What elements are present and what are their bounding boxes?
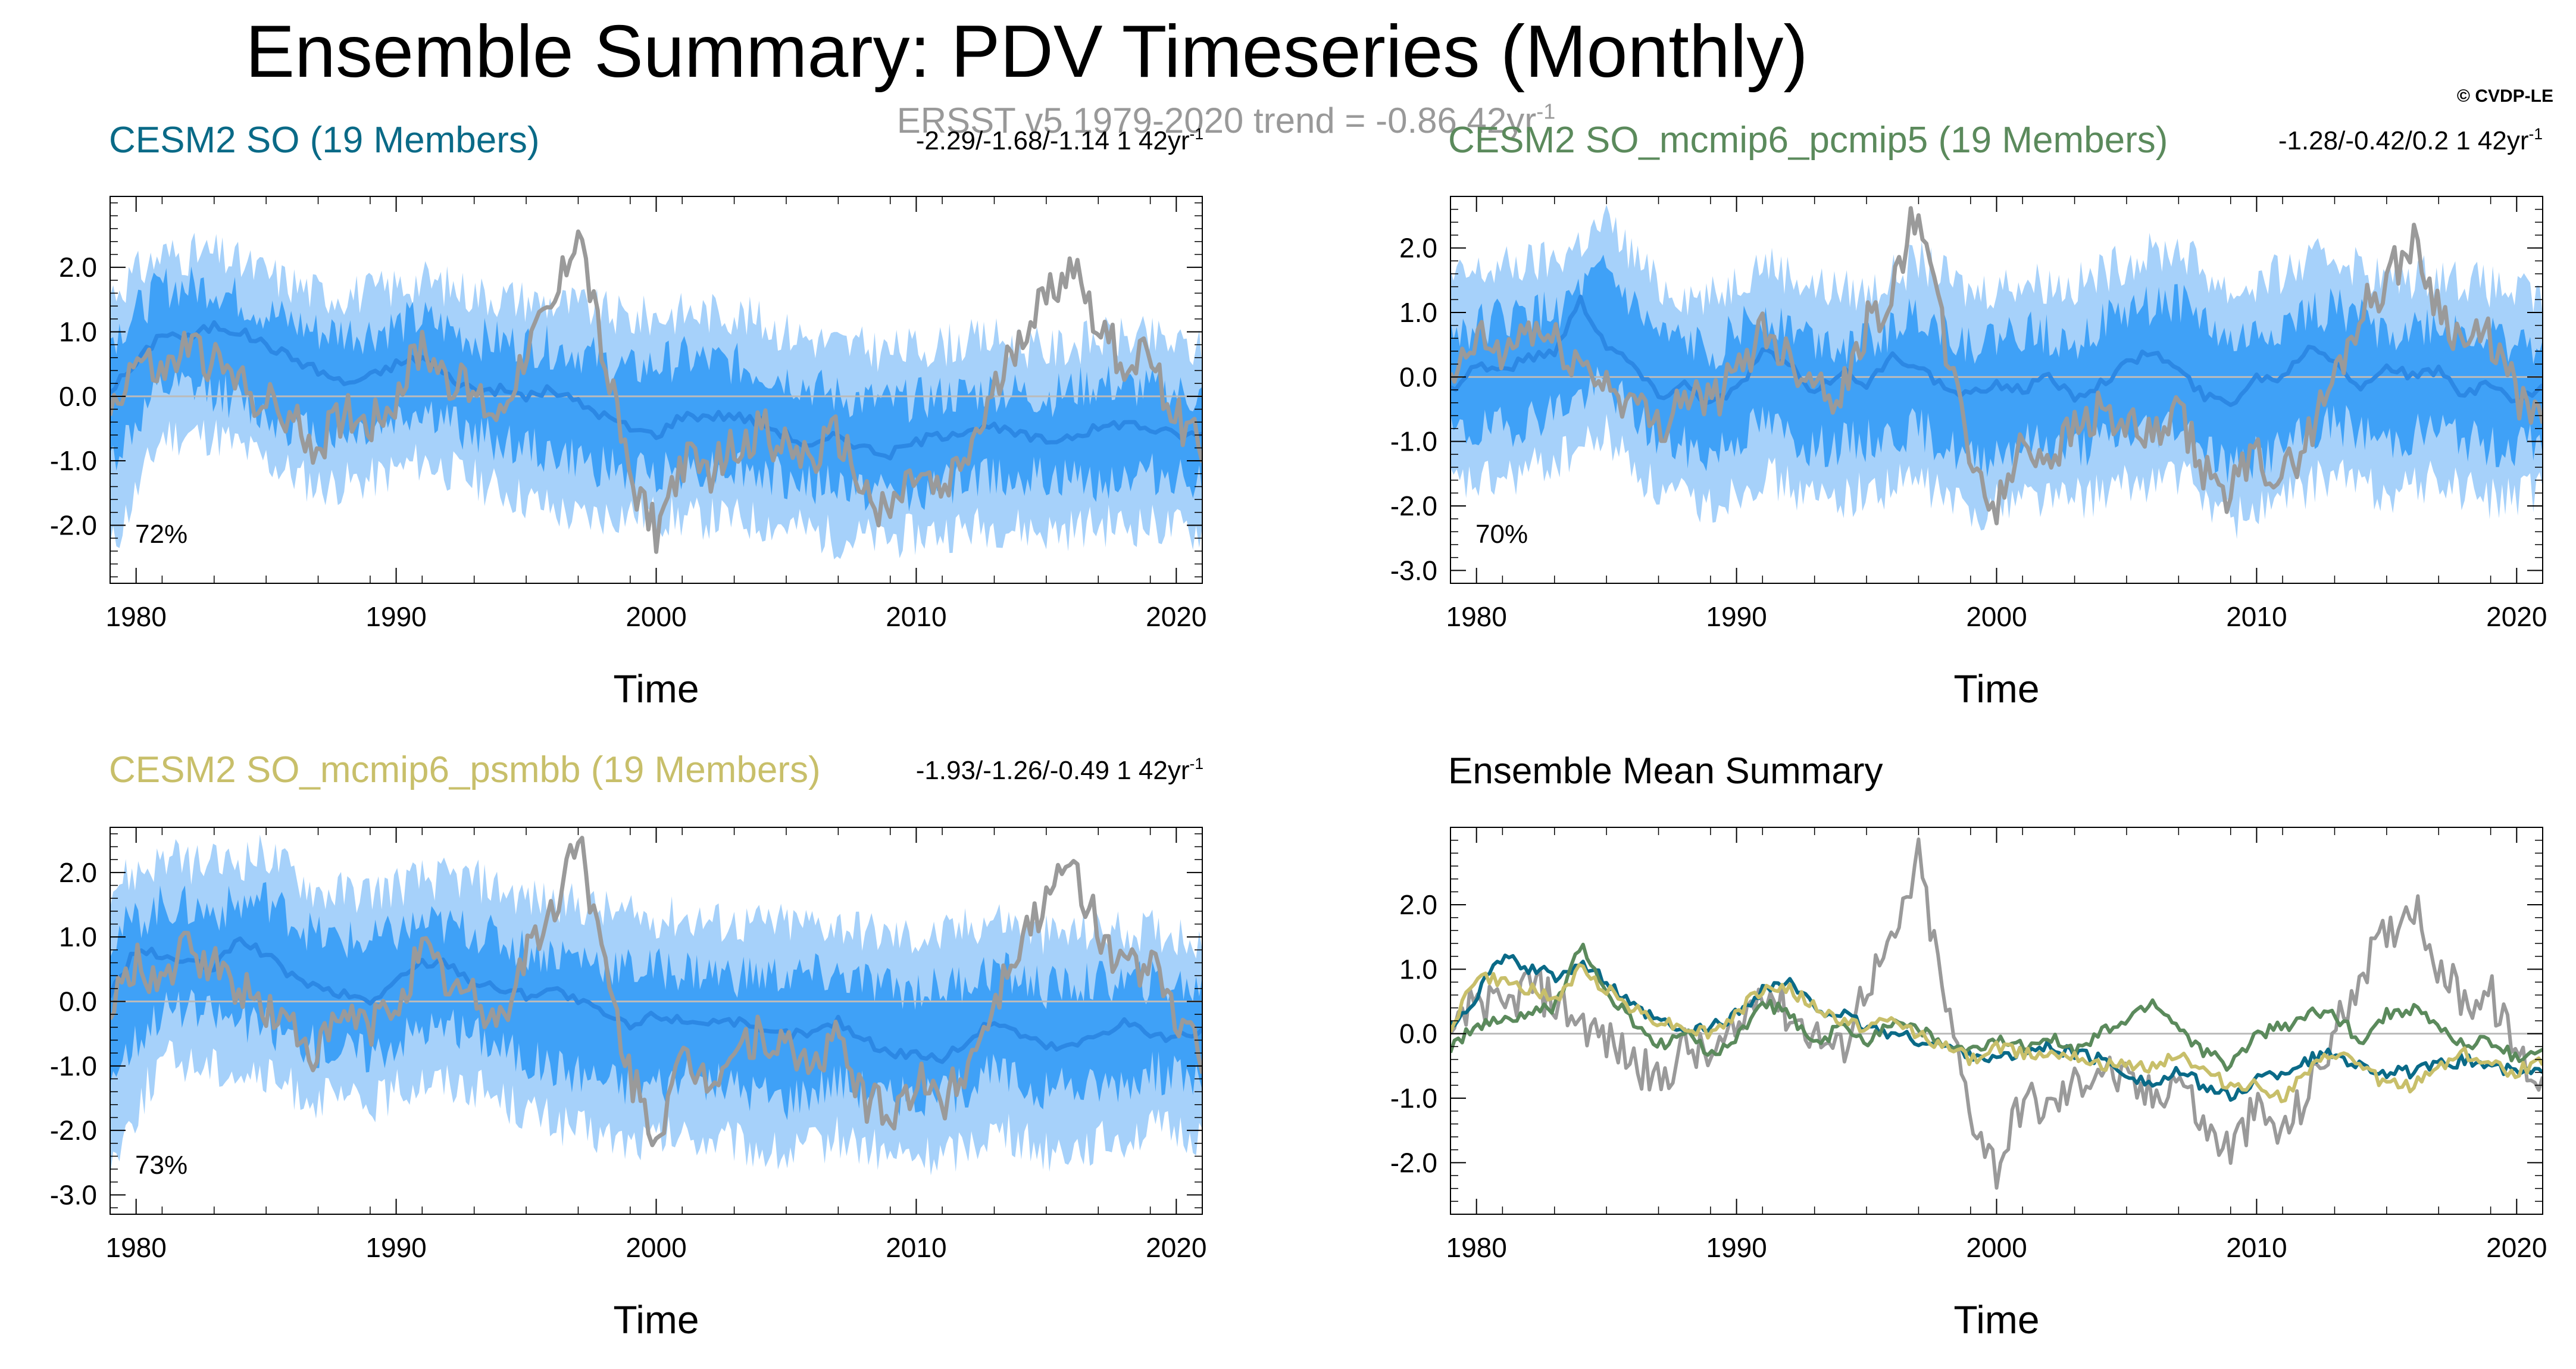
chart-cesm2-so-mcmip6-pcmip5: 2.0 1.0 0.0 -1.0 -2.0 -3.0 1980 1990 2000 2010 202… — [1390, 196, 2547, 711]
panel-title: CESM2 SO (19 Members) — [109, 120, 540, 161]
x-tick-label: 1990 — [365, 601, 426, 632]
x-tick-label: 2000 — [626, 601, 686, 632]
panel-trend-superscript: -1 — [2528, 124, 2543, 143]
x-tick-label: 2010 — [886, 601, 946, 632]
copyright-label: © CVDP-LE — [2456, 86, 2553, 106]
chart-cesm2-so-mcmip6-psmbb: 2.0 1.0 0.0 -1.0 -2.0 -3.0 1980 1990 2000 2010 202… — [50, 827, 1206, 1342]
y-tick-label: -2.0 — [50, 1115, 97, 1146]
panel-trend: -2.29/-1.68/-1.14 1 42yr-1 — [833, 126, 1203, 156]
y-tick-label: 2.0 — [59, 857, 97, 888]
x-tick-label: 2000 — [626, 1232, 686, 1263]
panel-trend-superscript: -1 — [1189, 754, 1203, 773]
reference-trend-superscript: -1 — [1536, 99, 1556, 124]
series-ensemble-mean — [110, 936, 1202, 1064]
band-inner-range — [110, 266, 1202, 512]
x-tick-label: 2020 — [1146, 1232, 1206, 1263]
y-tick-label: -1.0 — [50, 1051, 97, 1082]
x-tick-label: 1980 — [1446, 601, 1507, 632]
x-tick-label: 1990 — [365, 1232, 426, 1263]
x-tick-label: 2010 — [2226, 601, 2287, 632]
y-tick-label: -3.0 — [1390, 555, 1437, 586]
panel-title: CESM2 SO_mcmip6_pcmip5 (19 Members) — [1448, 120, 2168, 161]
x-tick-label: 1980 — [106, 601, 167, 632]
panel-trend: -1.28/-0.42/0.2 1 42yr-1 — [2143, 126, 2543, 156]
x-tick-label: 1990 — [1706, 601, 1767, 632]
x-tick-label: 2010 — [886, 1232, 946, 1263]
series-ersst-v5 — [1450, 206, 2543, 526]
series-ersst-v5 — [110, 229, 1202, 554]
plot-area — [1450, 837, 2543, 1190]
x-tick-label: 2020 — [2486, 1232, 2547, 1263]
x-axis-label: Time — [1953, 667, 2039, 711]
series-cesm2-so — [1450, 954, 2543, 1102]
y-tick-label: -1.0 — [1390, 426, 1437, 457]
x-tick-label: 2000 — [1966, 1232, 2027, 1263]
y-tick-label: -1.0 — [1390, 1083, 1437, 1114]
y-tick-label: -2.0 — [1390, 1147, 1437, 1178]
x-tick-label: 2020 — [2486, 601, 2547, 632]
y-tick-label: 0.0 — [59, 381, 97, 412]
y-tick-label: 2.0 — [1399, 233, 1437, 264]
band-inner-range — [1450, 254, 2543, 483]
reference-trend-label: ERSST v5 1979-2020 trend = -0.86 42yr-1 — [774, 100, 1678, 141]
y-tick-label: -3.0 — [50, 1180, 97, 1211]
chart-cesm2-so: 2.0 1.0 0.0 -1.0 -2.0 1980 1990 2000 2010 2020 Tim… — [50, 196, 1206, 711]
x-axis-label: Time — [613, 667, 699, 711]
y-tick-label: 1.0 — [59, 921, 97, 952]
reference-trend-text: ERSST v5 1979-2020 trend = -0.86 42yr — [896, 101, 1537, 140]
corner-percent-label: 73% — [135, 1151, 187, 1180]
series-ersst-v5 — [1450, 837, 2543, 1190]
panel-trend-text: -1.93/-1.26/-0.49 1 42yr — [915, 756, 1190, 785]
series-ersst-v5 — [110, 836, 1202, 1148]
panel-trend: -1.93/-1.26/-0.49 1 42yr-1 — [833, 756, 1203, 786]
panel-title: Ensemble Mean Summary — [1448, 751, 1883, 792]
corner-percent-label: 70% — [1475, 520, 1528, 549]
y-tick-label: 0.0 — [1399, 361, 1437, 392]
y-tick-label: -2.0 — [1390, 490, 1437, 521]
plot-area — [1450, 204, 2543, 539]
y-tick-label: -1.0 — [50, 445, 97, 476]
panel-trend-superscript: -1 — [1189, 124, 1203, 143]
plot-area — [110, 834, 1202, 1176]
y-tick-label: 2.0 — [1399, 889, 1437, 920]
y-tick-label: 0.0 — [59, 986, 97, 1017]
x-tick-label: 2020 — [1146, 601, 1206, 632]
plot-area — [110, 229, 1202, 560]
x-axis-label: Time — [613, 1298, 699, 1342]
panel-trend-text: -2.29/-1.68/-1.14 1 42yr — [915, 126, 1190, 155]
y-tick-label: 2.0 — [59, 252, 97, 283]
y-tick-label: 1.0 — [1399, 297, 1437, 328]
corner-percent-label: 72% — [135, 520, 187, 549]
x-tick-label: 1980 — [1446, 1232, 1507, 1263]
series-ensemble-mean — [1450, 295, 2543, 407]
chart-ensemble-mean-summary: 2.0 1.0 0.0 -1.0 -2.0 1980 1990 2000 2010 2020 Tim… — [1390, 827, 2547, 1342]
x-tick-label: 1980 — [106, 1232, 167, 1263]
y-tick-label: 1.0 — [59, 317, 97, 348]
y-tick-label: 0.0 — [1399, 1018, 1437, 1049]
y-tick-label: -2.0 — [50, 510, 97, 541]
x-axis-label: Time — [1953, 1298, 2039, 1342]
series-cesm2-so-mcmip6-psmbb — [1450, 963, 2543, 1104]
main-title: Ensemble Summary: PDV Timeseries (Monthl… — [245, 11, 1808, 93]
panel-title: CESM2 SO_mcmip6_psmbb (19 Members) — [109, 749, 821, 790]
x-tick-label: 1990 — [1706, 1232, 1767, 1263]
series-ensemble-mean — [110, 320, 1202, 461]
panel-trend-text: -1.28/-0.42/0.2 1 42yr — [2278, 126, 2529, 155]
x-tick-label: 2000 — [1966, 601, 2027, 632]
y-tick-label: 1.0 — [1399, 954, 1437, 984]
x-tick-label: 2010 — [2226, 1232, 2287, 1263]
